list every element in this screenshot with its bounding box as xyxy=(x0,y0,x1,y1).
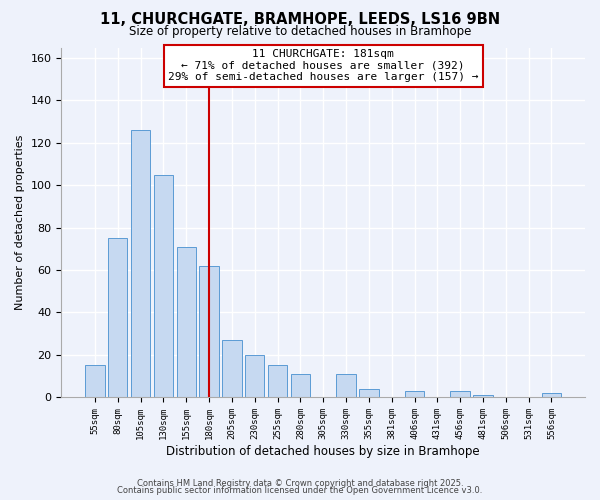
Text: Contains HM Land Registry data © Crown copyright and database right 2025.: Contains HM Land Registry data © Crown c… xyxy=(137,478,463,488)
Bar xyxy=(290,374,310,397)
Bar xyxy=(154,174,173,397)
Bar xyxy=(85,365,104,397)
Text: 11 CHURCHGATE: 181sqm
← 71% of detached houses are smaller (392)
29% of semi-det: 11 CHURCHGATE: 181sqm ← 71% of detached … xyxy=(168,49,478,82)
Bar xyxy=(245,354,265,397)
Y-axis label: Number of detached properties: Number of detached properties xyxy=(15,134,25,310)
Bar xyxy=(405,390,424,397)
Bar xyxy=(473,395,493,397)
Bar xyxy=(176,246,196,397)
Text: Size of property relative to detached houses in Bramhope: Size of property relative to detached ho… xyxy=(129,25,471,38)
Bar xyxy=(268,365,287,397)
Bar xyxy=(199,266,219,397)
Bar xyxy=(337,374,356,397)
Bar xyxy=(222,340,242,397)
Bar xyxy=(451,390,470,397)
Text: 11, CHURCHGATE, BRAMHOPE, LEEDS, LS16 9BN: 11, CHURCHGATE, BRAMHOPE, LEEDS, LS16 9B… xyxy=(100,12,500,28)
Bar xyxy=(108,238,127,397)
Bar xyxy=(131,130,150,397)
X-axis label: Distribution of detached houses by size in Bramhope: Distribution of detached houses by size … xyxy=(166,444,480,458)
Text: Contains public sector information licensed under the Open Government Licence v3: Contains public sector information licen… xyxy=(118,486,482,495)
Bar xyxy=(359,388,379,397)
Bar xyxy=(542,392,561,397)
